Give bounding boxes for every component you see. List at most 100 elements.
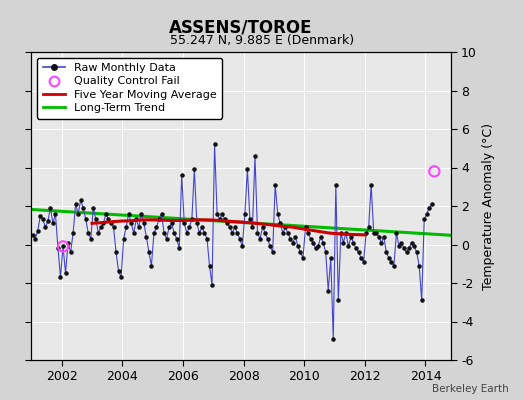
- Point: [307, 236, 315, 242]
- Point: [241, 210, 249, 217]
- Point: [127, 220, 135, 226]
- Point: [99, 220, 107, 226]
- Point: [178, 172, 186, 178]
- Point: [119, 236, 128, 242]
- Point: [430, 168, 439, 174]
- Point: [137, 210, 146, 217]
- Point: [182, 230, 191, 236]
- Point: [334, 297, 343, 304]
- Point: [283, 230, 292, 236]
- Point: [39, 216, 47, 223]
- Point: [92, 216, 100, 223]
- Point: [251, 153, 259, 159]
- Point: [74, 210, 82, 217]
- Point: [67, 249, 75, 255]
- Point: [132, 216, 140, 223]
- Point: [54, 245, 62, 252]
- Point: [41, 224, 49, 230]
- Point: [165, 224, 173, 230]
- Point: [347, 234, 355, 240]
- Point: [382, 249, 390, 255]
- Point: [253, 230, 261, 236]
- Point: [213, 210, 221, 217]
- Point: [248, 224, 257, 230]
- Point: [139, 220, 148, 226]
- Point: [211, 141, 219, 148]
- Point: [324, 288, 332, 294]
- Point: [218, 210, 226, 217]
- Point: [354, 249, 363, 255]
- Point: [425, 205, 433, 211]
- Point: [336, 230, 345, 236]
- Point: [420, 216, 429, 223]
- Point: [326, 255, 335, 261]
- Point: [385, 255, 393, 261]
- Text: Berkeley Earth: Berkeley Earth: [432, 384, 508, 394]
- Point: [357, 255, 365, 261]
- Point: [339, 239, 347, 246]
- Point: [56, 274, 64, 280]
- Point: [387, 259, 396, 265]
- Point: [422, 210, 431, 217]
- Point: [268, 249, 277, 255]
- Point: [172, 236, 181, 242]
- Point: [410, 243, 418, 250]
- Point: [377, 239, 386, 246]
- Point: [316, 234, 325, 240]
- Point: [117, 274, 125, 280]
- Point: [31, 236, 39, 242]
- Point: [233, 230, 242, 236]
- Point: [379, 234, 388, 240]
- Point: [296, 249, 304, 255]
- Point: [59, 243, 67, 250]
- Point: [49, 220, 57, 226]
- Point: [114, 268, 123, 275]
- Point: [200, 230, 209, 236]
- Point: [342, 230, 350, 236]
- Point: [110, 224, 118, 230]
- Point: [407, 239, 416, 246]
- Point: [97, 224, 105, 230]
- Point: [286, 236, 294, 242]
- Point: [225, 224, 234, 230]
- Point: [261, 230, 269, 236]
- Point: [400, 245, 408, 252]
- Point: [397, 239, 406, 246]
- Point: [205, 262, 214, 269]
- Point: [289, 239, 297, 246]
- Point: [243, 166, 252, 173]
- Point: [314, 243, 322, 250]
- Point: [344, 243, 353, 250]
- Point: [51, 210, 60, 217]
- Point: [322, 249, 330, 255]
- Point: [203, 236, 211, 242]
- Point: [359, 259, 368, 265]
- Point: [82, 216, 90, 223]
- Point: [208, 282, 216, 288]
- Point: [375, 234, 383, 240]
- Point: [43, 218, 52, 225]
- Point: [64, 239, 72, 246]
- Point: [145, 249, 153, 255]
- Point: [274, 210, 282, 217]
- Point: [256, 236, 264, 242]
- Point: [160, 230, 168, 236]
- Point: [215, 216, 224, 223]
- Point: [193, 220, 201, 226]
- Point: [223, 220, 232, 226]
- Point: [236, 236, 244, 242]
- Point: [291, 234, 300, 240]
- Point: [369, 230, 378, 236]
- Point: [94, 230, 103, 236]
- Point: [150, 230, 158, 236]
- Point: [271, 182, 279, 188]
- Point: [294, 243, 302, 250]
- Point: [129, 230, 138, 236]
- Point: [180, 220, 189, 226]
- Point: [390, 262, 398, 269]
- Point: [332, 182, 340, 188]
- Point: [162, 236, 171, 242]
- Point: [155, 216, 163, 223]
- Point: [402, 249, 411, 255]
- Point: [86, 236, 95, 242]
